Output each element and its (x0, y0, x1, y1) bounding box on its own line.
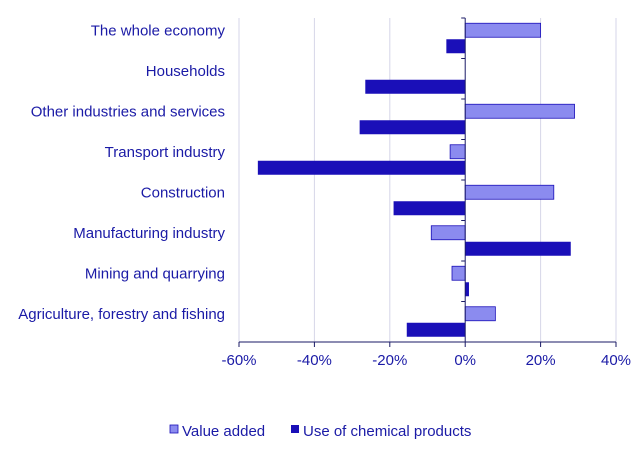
bar-chemical-use-4 (393, 201, 466, 216)
bar-chemical-use-5 (465, 241, 571, 256)
bar-value-added-3 (449, 144, 466, 160)
bar-value-added-5 (430, 225, 466, 241)
bars (257, 22, 575, 337)
x-tick-label: 40% (601, 352, 631, 369)
bar-value-added-0 (464, 22, 542, 38)
x-tick-label: 0% (454, 352, 476, 369)
x-tick-label: -20% (372, 352, 407, 369)
x-tick-label: 20% (526, 352, 556, 369)
x-tick-label: -40% (297, 352, 332, 369)
category-label: The whole economy (91, 22, 226, 39)
bar-value-added-4 (464, 184, 555, 200)
bar-chemical-use-1 (365, 79, 466, 94)
category-label: Agriculture, forestry and fishing (18, 306, 225, 323)
legend-swatch-value-added (169, 424, 179, 434)
x-tick-label: -60% (221, 352, 256, 369)
bar-chemical-use-3 (257, 160, 466, 175)
category-label: Manufacturing industry (73, 225, 225, 242)
bar-value-added-7 (464, 306, 496, 322)
legend: Value added Use of chemical products (169, 423, 471, 440)
category-label: Households (146, 63, 225, 80)
x-axis-ticks: -60% -40% -20% 0% 20% 40% (221, 17, 631, 369)
gridlines (238, 18, 617, 342)
bar-chemical-use-7 (406, 322, 466, 337)
bar-chemical-use-6 (465, 282, 469, 297)
bar-chemical-use-0 (446, 39, 466, 54)
bar-value-added-2 (464, 103, 575, 119)
category-label: Other industries and services (31, 103, 225, 120)
bar-value-added-6 (451, 265, 466, 281)
legend-swatch-chemical-use (291, 425, 299, 433)
legend-label-chemical-use: Use of chemical products (303, 423, 471, 440)
category-labels: The whole economy Households Other industr… (18, 22, 225, 323)
category-label: Transport industry (105, 144, 226, 161)
category-label: Mining and quarrying (85, 265, 225, 282)
bar-chemical-use-2 (359, 120, 466, 135)
legend-label-value-added: Value added (182, 423, 265, 440)
category-label: Construction (141, 184, 225, 201)
